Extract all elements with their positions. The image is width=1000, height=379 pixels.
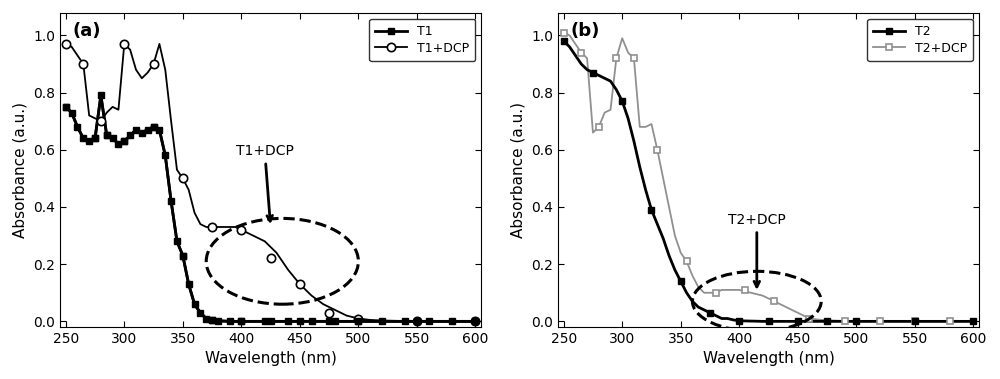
Legend: T1, T1+DCP: T1, T1+DCP — [369, 19, 475, 61]
Y-axis label: Absorbance (a.u.): Absorbance (a.u.) — [510, 102, 525, 238]
X-axis label: Wavelength (nm): Wavelength (nm) — [703, 351, 834, 366]
Text: (a): (a) — [73, 22, 101, 40]
Legend: T2, T2+DCP: T2, T2+DCP — [867, 19, 973, 61]
Text: T2+DCP: T2+DCP — [728, 213, 786, 287]
Text: T1+DCP: T1+DCP — [236, 144, 294, 221]
X-axis label: Wavelength (nm): Wavelength (nm) — [205, 351, 337, 366]
Y-axis label: Absorbance (a.u.): Absorbance (a.u.) — [12, 102, 28, 238]
Text: (b): (b) — [570, 22, 600, 40]
